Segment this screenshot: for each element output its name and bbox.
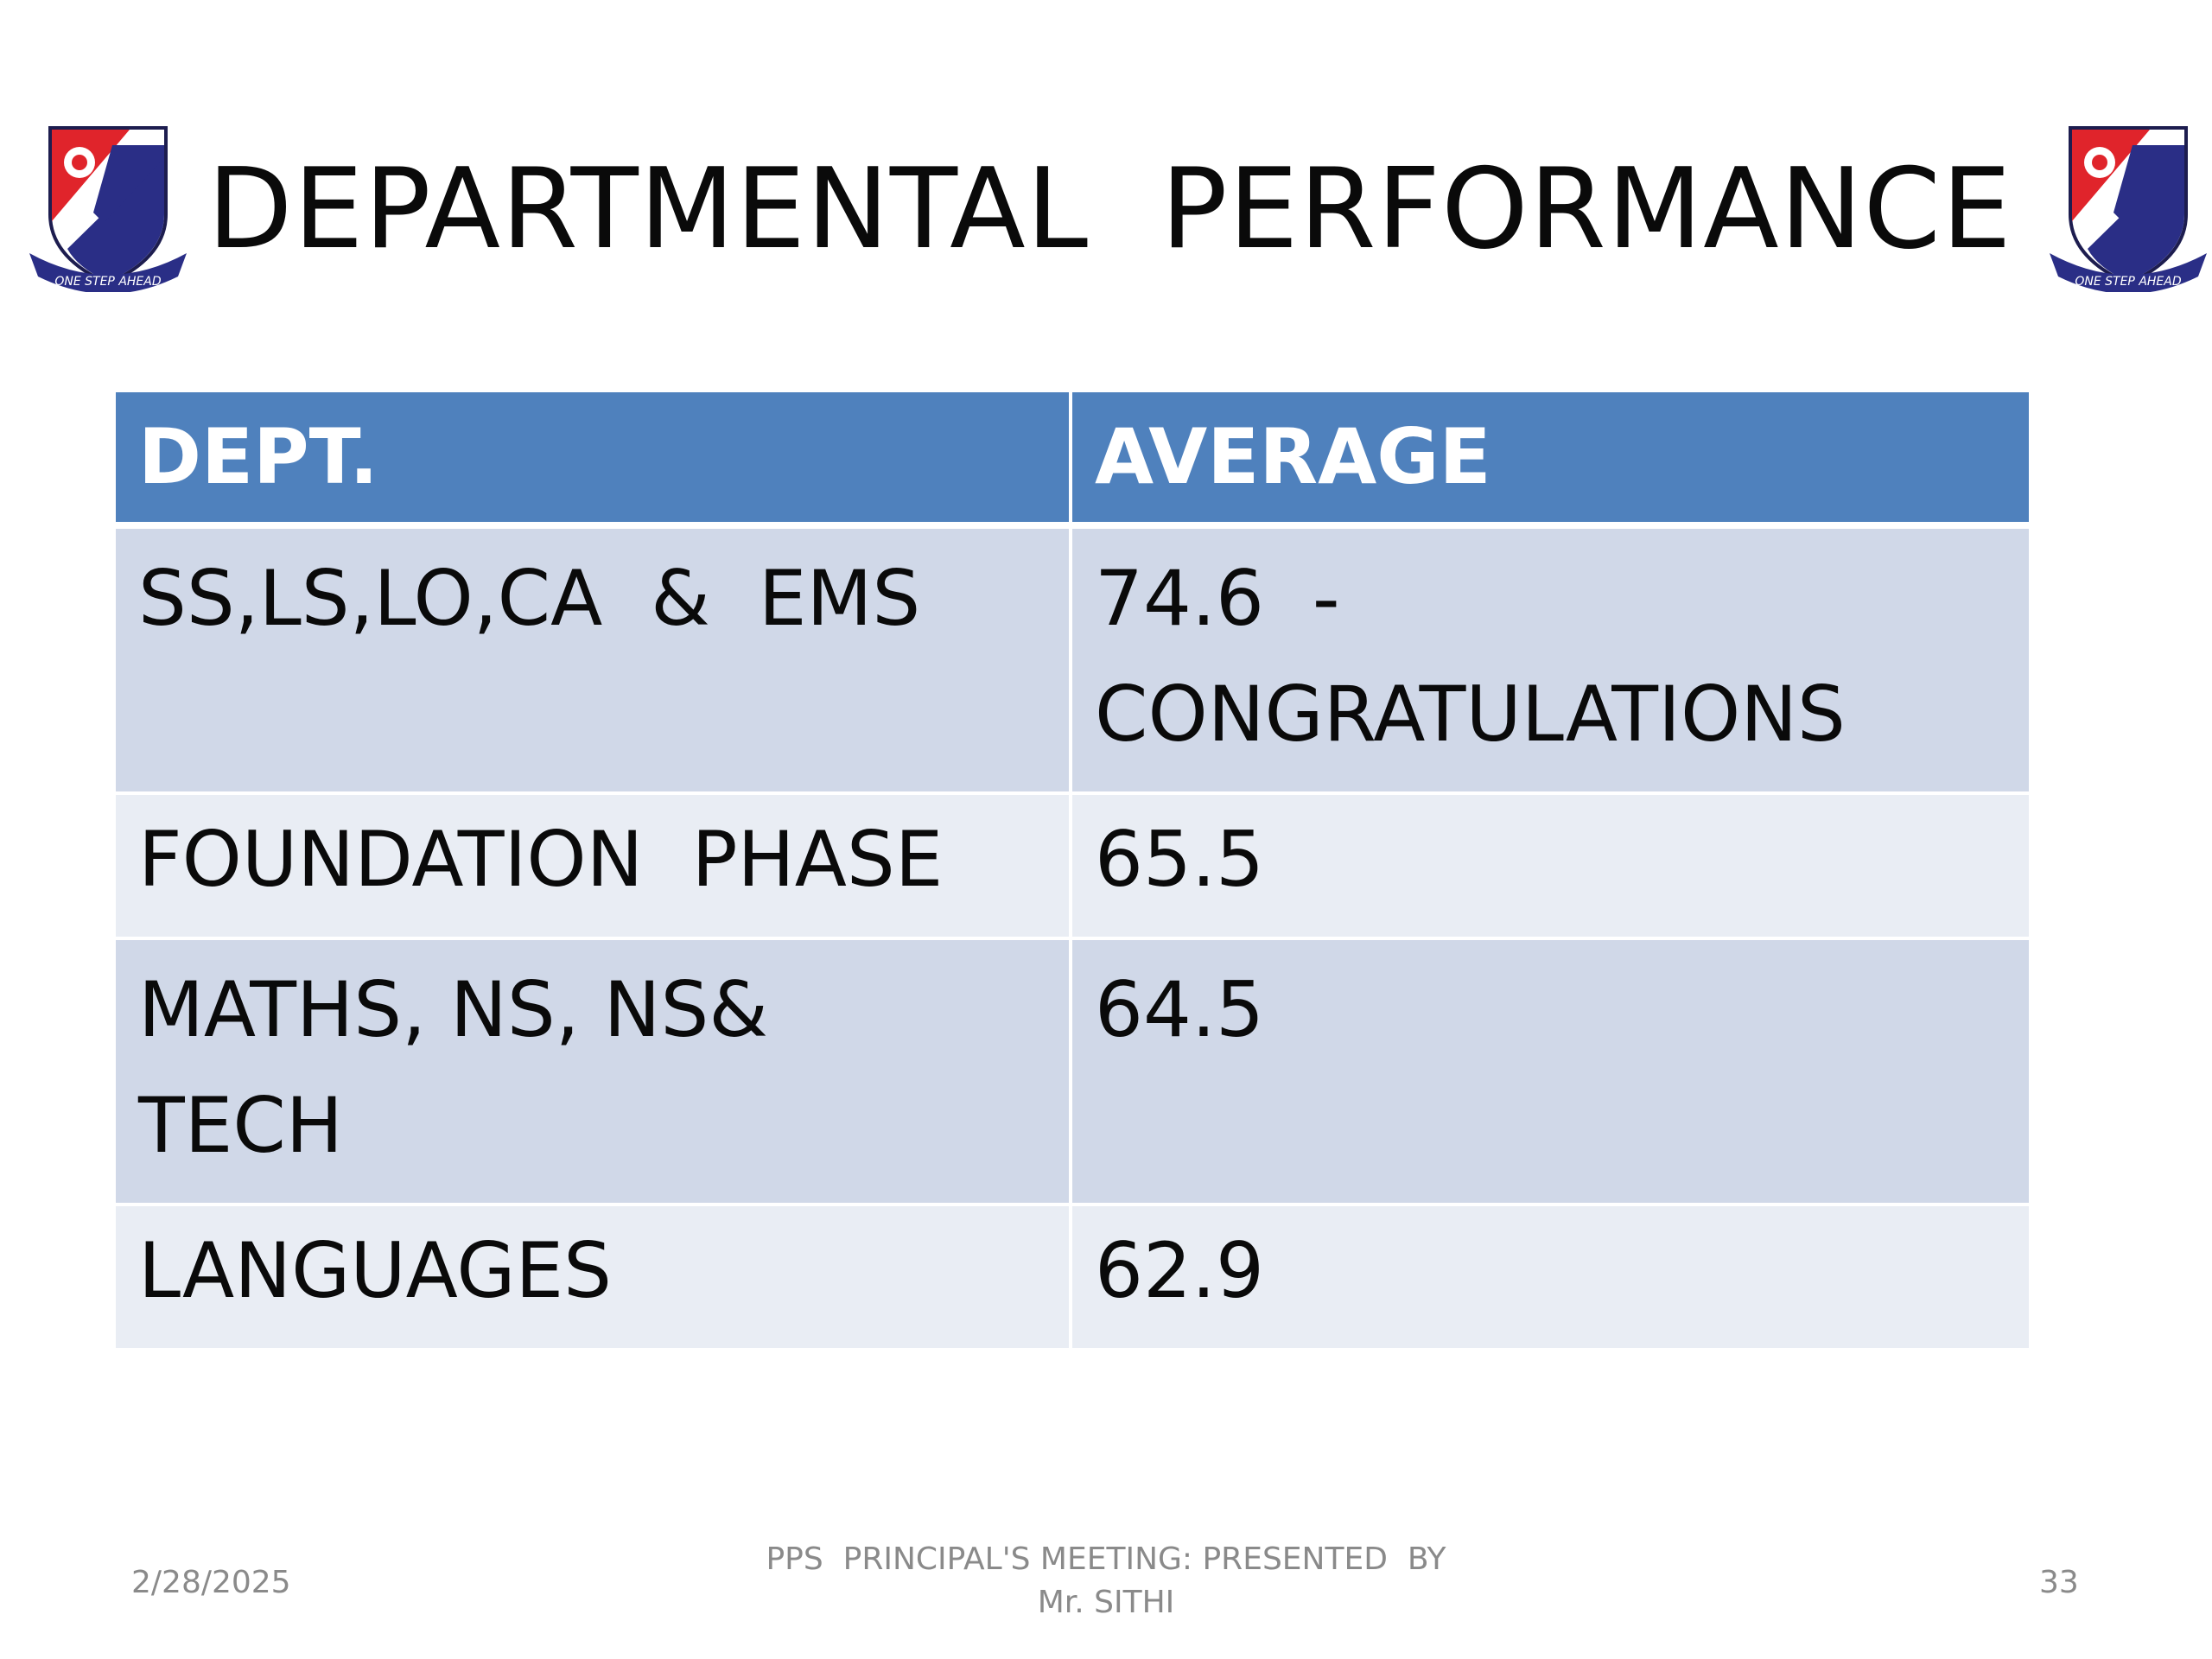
table-row: FOUNDATION PHASE 65.5 xyxy=(112,791,2032,940)
average-cell: 65.5 xyxy=(1069,791,2032,940)
average-cell: 62.9 xyxy=(1069,1203,2032,1351)
average-cell: 64.5 xyxy=(1069,937,2032,1206)
school-crest-right-icon: ONE STEP AHEAD xyxy=(2050,126,2207,292)
footer-page-number: 33 xyxy=(2039,1565,2079,1600)
table-row: MATHS, NS, NS& TECH 64.5 xyxy=(112,937,2032,1206)
crest-motto-right: ONE STEP AHEAD xyxy=(2075,275,2181,289)
footer-center-line2: Mr. SITHI xyxy=(1037,1585,1175,1620)
header-average: AVERAGE xyxy=(1069,389,2032,529)
header-dept: DEPT. xyxy=(112,389,1072,529)
dept-cell: LANGUAGES xyxy=(112,1203,1072,1351)
average-cell: 74.6 - CONGRATULATIONS xyxy=(1069,524,2032,795)
table-row: SS,LS,LO,CA & EMS 74.6 - CONGRATULATIONS xyxy=(112,524,2032,795)
performance-table: DEPT. AVERAGE SS,LS,LO,CA & EMS 74.6 - C… xyxy=(112,389,2032,1351)
table-row: LANGUAGES 62.9 xyxy=(112,1203,2032,1351)
dept-cell: SS,LS,LO,CA & EMS xyxy=(112,524,1072,795)
school-crest-left-icon: ONE STEP AHEAD xyxy=(29,126,187,292)
crest-motto-left: ONE STEP AHEAD xyxy=(54,275,161,289)
slide-title: DEPARTMENTAL PERFORMANCE xyxy=(207,145,2012,274)
table-header-row: DEPT. AVERAGE xyxy=(112,389,2032,529)
footer-presenter: PPS PRINCIPAL'S MEETING: PRESENTED BY Mr.… xyxy=(743,1538,1469,1624)
footer-date: 2/28/2025 xyxy=(131,1565,291,1600)
footer-center-line1: PPS PRINCIPAL'S MEETING: PRESENTED BY xyxy=(766,1541,1446,1577)
dept-cell: MATHS, NS, NS& TECH xyxy=(112,937,1072,1206)
dept-cell: FOUNDATION PHASE xyxy=(112,791,1072,940)
